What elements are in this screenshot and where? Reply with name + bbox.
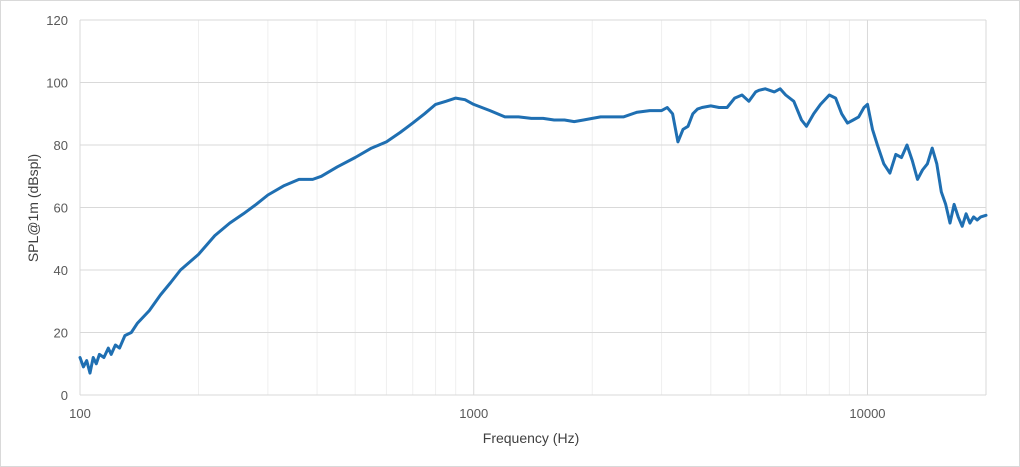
x-tick-label: 100	[69, 406, 91, 421]
y-tick-label: 80	[54, 138, 68, 153]
grid-lines	[79, 19, 987, 396]
y-tick-label: 60	[54, 201, 68, 216]
y-tick-label: 40	[54, 263, 68, 278]
series-line	[78, 87, 988, 375]
y-axis-title: SPL@1m (dBspl)	[25, 154, 41, 262]
x-tick-label: 1000	[459, 406, 488, 421]
x-axis-title: Frequency (Hz)	[483, 430, 579, 446]
y-tick-label: 120	[46, 13, 68, 28]
y-tick-label: 100	[46, 76, 68, 91]
x-tick-label: 10000	[849, 406, 885, 421]
y-tick-label: 0	[61, 388, 68, 403]
y-tick-label: 20	[54, 326, 68, 341]
tick-labels: 0 20 40 60 80 100 120 100 1000 10000	[46, 13, 885, 421]
series-layer	[78, 87, 988, 375]
